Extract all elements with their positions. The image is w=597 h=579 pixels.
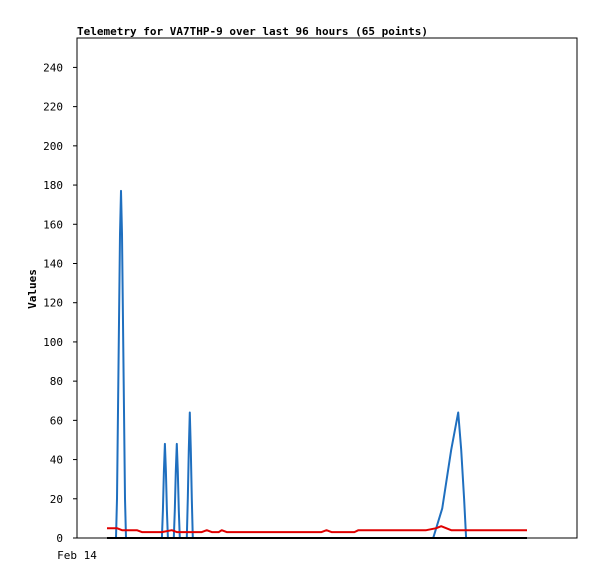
x-axis: Feb 14 bbox=[57, 549, 97, 562]
plot-area bbox=[76, 37, 578, 539]
y-tick-label: 140 bbox=[43, 257, 63, 270]
y-axis-label: Values bbox=[26, 269, 39, 309]
y-tick-label: 220 bbox=[43, 101, 63, 114]
y-tick-label: 180 bbox=[43, 179, 63, 192]
y-tick-label: 240 bbox=[43, 61, 63, 74]
y-tick-label: 0 bbox=[56, 532, 63, 545]
y-axis: 0 20 40 60 80 100 120 140 160 180 200 220 240 bbox=[43, 61, 77, 545]
y-tick-label: 160 bbox=[43, 218, 63, 231]
y-tick-label: 100 bbox=[43, 336, 63, 349]
y-tick-label: 120 bbox=[43, 297, 63, 310]
y-tick-label: 60 bbox=[50, 414, 63, 427]
y-tick-label: 40 bbox=[50, 454, 63, 467]
x-tick-label: Feb 14 bbox=[57, 549, 97, 562]
y-tick-label: 200 bbox=[43, 140, 63, 153]
y-tick-label: 80 bbox=[50, 375, 63, 388]
y-tick-label: 20 bbox=[50, 493, 63, 506]
series-line-2 bbox=[107, 525, 527, 534]
series-group bbox=[107, 189, 527, 539]
chart-title: Telemetry for VA7THP-9 over last 96 hour… bbox=[77, 25, 428, 38]
